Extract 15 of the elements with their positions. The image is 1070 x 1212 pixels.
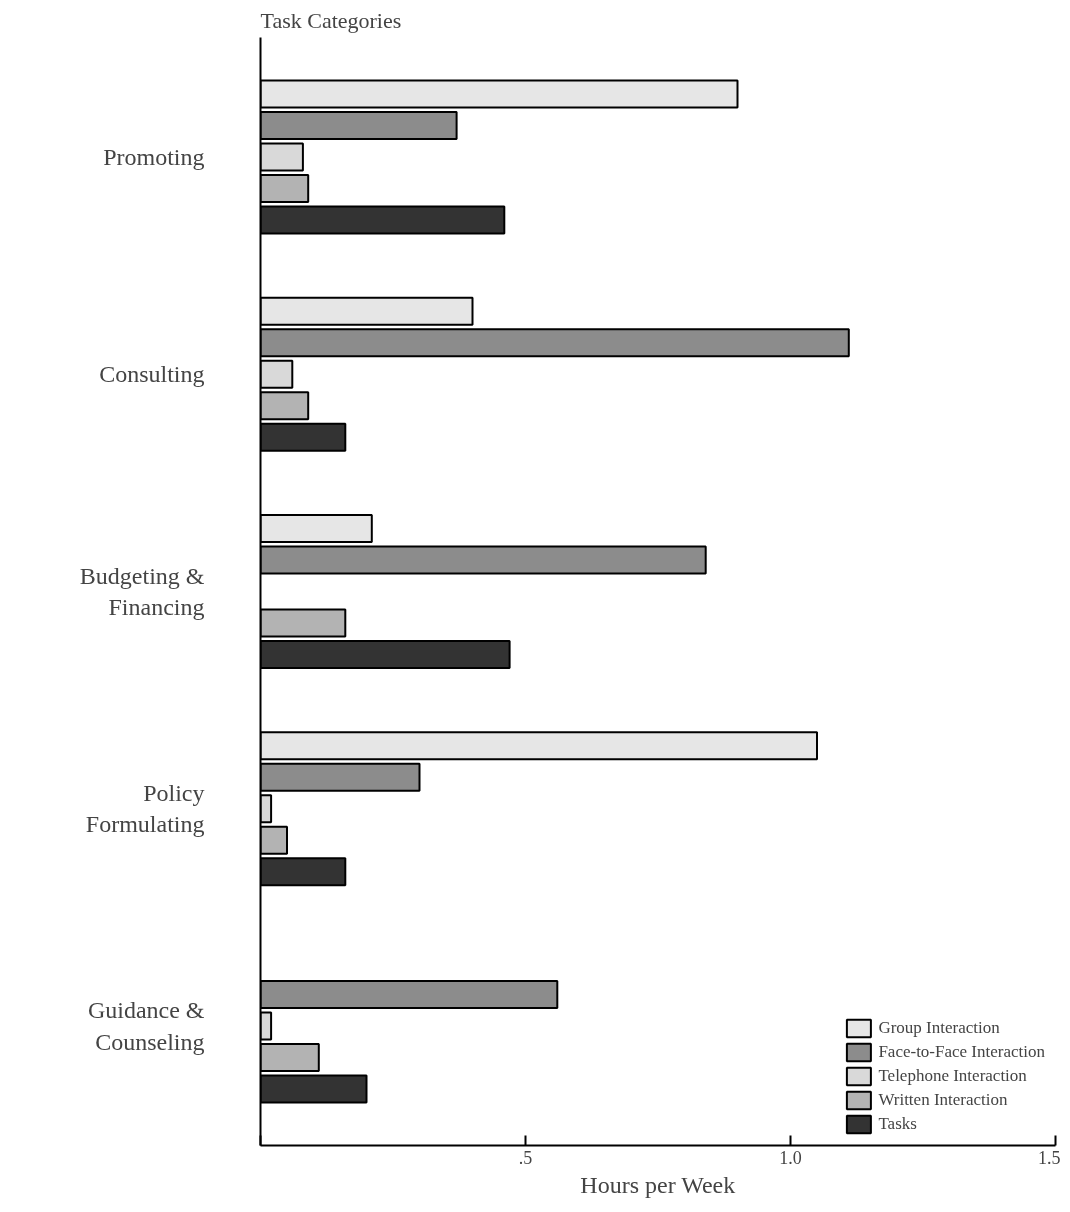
y-tick-label: Budgeting & Financing — [79, 562, 205, 621]
x-axis-title: Hours per Week — [580, 1171, 736, 1198]
x-tick-label: 1.0 — [779, 1147, 802, 1168]
chart-title: Task Categories — [260, 7, 402, 33]
x-tick-label: .5 — [518, 1147, 533, 1168]
legend-label: Face-to-Face Interaction — [878, 1042, 1045, 1062]
legend-label: Group Interaction — [878, 1018, 1000, 1038]
legend-label: Tasks — [878, 1114, 917, 1134]
y-tick-label: Guidance & Counseling — [87, 997, 205, 1055]
y-tick-label: Promoting — [103, 143, 205, 170]
x-tick-label: 1.5 — [1038, 1147, 1061, 1168]
y-tick-label: Policy Formulating — [85, 780, 205, 838]
y-tick-label: Consulting — [99, 361, 205, 388]
legend-label: Telephone Interaction — [878, 1066, 1027, 1086]
legend-label: Written Interaction — [878, 1090, 1008, 1110]
